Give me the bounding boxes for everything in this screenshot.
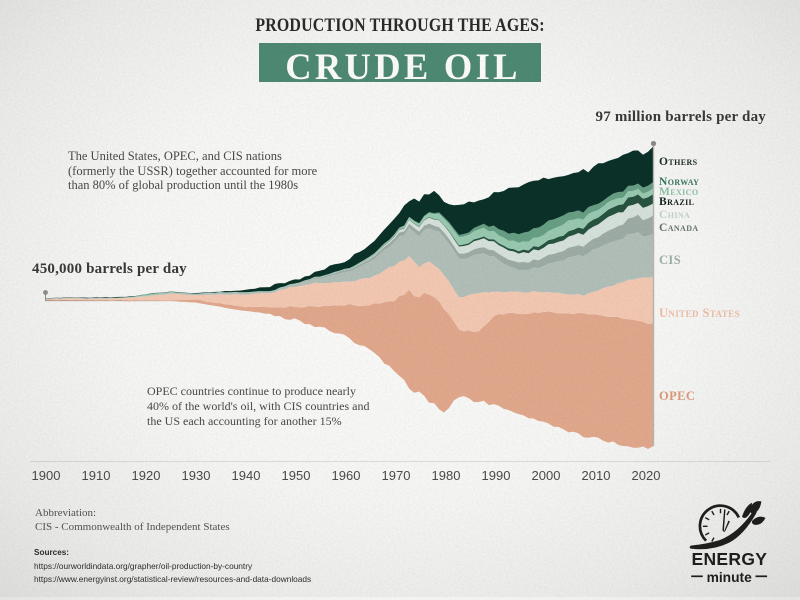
svg-text:ENERGY: ENERGY	[691, 549, 767, 569]
svg-text:minute: minute	[707, 570, 753, 585]
